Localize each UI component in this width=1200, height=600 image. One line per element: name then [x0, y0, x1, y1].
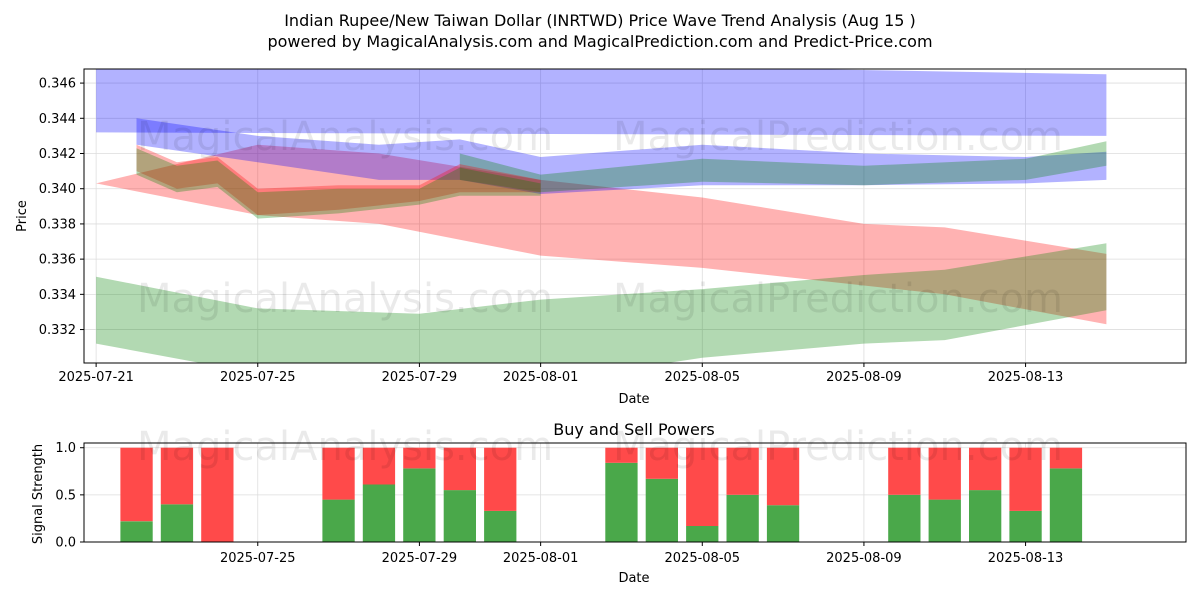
sell-power-bar — [766, 447, 800, 506]
signal-y-ticks: 0.0 0.5 1.0 — [55, 441, 84, 551]
chart-title-line2: powered by MagicalAnalysis.com and Magic… — [267, 32, 932, 51]
sell-power-bar — [1009, 447, 1042, 511]
price-axes-frame — [83, 68, 1187, 364]
price-x-tick-label: 2025-08-09 — [826, 370, 902, 385]
buy-power-bar — [120, 521, 153, 542]
buy-power-bar — [484, 510, 517, 542]
sell-power-bar — [645, 447, 678, 479]
price-y-tick-label: 0.336 — [39, 253, 76, 268]
price-y-tick-label: 0.340 — [39, 182, 76, 197]
buy-power-bar — [362, 484, 396, 542]
price-grid — [84, 69, 1186, 363]
sell-power-bar — [605, 447, 638, 463]
signal-x-tick-label: 2025-08-09 — [826, 551, 902, 566]
price-x-tick-label: 2025-08-05 — [665, 370, 741, 385]
watermark-prediction-top: MagicalPrediction.com — [613, 114, 1063, 160]
sell-power-bar — [969, 447, 1002, 491]
signal-x-ticks: 2025-07-25 2025-07-29 2025-08-01 2025-08-05… — [220, 542, 1063, 566]
buy-power-bar — [686, 526, 719, 542]
sell-power-bar — [1049, 447, 1083, 469]
watermark-analysis-bottom: MagicalAnalysis.com — [137, 424, 553, 470]
sell-power-bar — [201, 447, 234, 542]
red-price-band — [136, 144, 541, 216]
buy-power-bar — [605, 462, 638, 542]
blue-price-band — [136, 118, 1107, 194]
sell-power-bar — [443, 447, 476, 491]
green-price-band — [136, 148, 541, 219]
price-y-tick-label: 0.344 — [39, 112, 76, 127]
signal-x-tick-label: 2025-08-01 — [503, 551, 579, 566]
price-x-ticks: 2025-07-21 2025-07-25 2025-07-29 2025-08-01… — [58, 363, 1063, 385]
sell-power-bar — [686, 447, 719, 526]
buy-power-bar — [1009, 510, 1042, 542]
watermark-analysis-mid: MagicalAnalysis.com — [137, 276, 553, 322]
signal-x-tick-label: 2025-08-05 — [665, 551, 741, 566]
watermark-prediction-bottom: MagicalPrediction.com — [613, 424, 1063, 470]
sell-power-bar — [888, 447, 921, 495]
sell-power-bar — [928, 447, 961, 500]
signal-axes-frame — [83, 442, 1187, 543]
signal-x-tick-label: 2025-07-25 — [220, 551, 296, 566]
blue-price-band — [96, 69, 1107, 136]
price-y-axis-label: Price — [15, 200, 30, 232]
sell-power-bar — [322, 447, 355, 500]
buy-power-bar — [403, 468, 436, 542]
signal-x-axis-label: Date — [618, 571, 649, 586]
buy-power-bar — [160, 504, 194, 542]
buy-sell-title: Buy and Sell Powers — [553, 420, 715, 439]
signal-x-tick-label: 2025-08-13 — [988, 551, 1064, 566]
chart-title-line1: Indian Rupee/New Taiwan Dollar (INRTWD) … — [284, 11, 916, 30]
buy-power-bar — [766, 505, 800, 542]
signal-bars — [120, 447, 1083, 542]
sell-power-bar — [160, 447, 194, 505]
price-y-tick-label: 0.334 — [39, 288, 76, 303]
signal-x-tick-label: 2025-07-29 — [382, 551, 458, 566]
buy-power-bar — [969, 490, 1002, 542]
watermark-prediction-mid: MagicalPrediction.com — [613, 276, 1063, 322]
price-x-tick-label: 2025-07-25 — [220, 370, 296, 385]
price-y-tick-label: 0.338 — [39, 217, 76, 232]
signal-y-axis-label: Signal Strength — [31, 444, 46, 544]
price-x-axis-label: Date — [618, 392, 649, 407]
buy-power-bar — [443, 490, 476, 542]
price-y-tick-label: 0.332 — [39, 323, 76, 338]
buy-power-bar — [928, 499, 961, 542]
green-price-band — [459, 141, 1107, 193]
signal-y-tick-label: 1.0 — [55, 441, 76, 456]
watermark-analysis-top: MagicalAnalysis.com — [137, 114, 553, 160]
red-price-band — [96, 144, 1107, 325]
price-y-tick-label: 0.346 — [39, 77, 76, 92]
price-y-ticks: 0.332 0.334 0.336 0.338 0.340 0.342 0.344 0.346 — [39, 77, 84, 338]
sell-power-bar — [362, 447, 396, 485]
sell-power-bar — [403, 447, 436, 469]
buy-power-bar — [888, 494, 921, 542]
price-x-tick-label: 2025-08-01 — [503, 370, 579, 385]
sell-power-bar — [120, 447, 153, 522]
buy-power-bar — [1049, 468, 1083, 542]
buy-power-bar — [322, 499, 355, 542]
buy-power-bar — [726, 494, 759, 542]
buy-sell-chart: Buy and Sell Powers MagicalAnalysis.com … — [31, 420, 1187, 586]
price-x-tick-label: 2025-07-21 — [58, 370, 134, 385]
green-price-band — [96, 243, 1107, 363]
price-x-tick-label: 2025-07-29 — [382, 370, 458, 385]
price-y-tick-label: 0.342 — [39, 147, 76, 162]
buy-power-bar — [645, 478, 678, 542]
signal-y-tick-label: 0.5 — [55, 488, 76, 503]
sell-power-bar — [484, 447, 517, 511]
price-bands — [96, 69, 1107, 363]
signal-y-tick-label: 0.0 — [55, 536, 76, 551]
price-wave-chart: MagicalAnalysis.com MagicalPrediction.co… — [15, 68, 1187, 407]
sell-power-bar — [726, 447, 759, 495]
price-x-tick-label: 2025-08-13 — [988, 370, 1064, 385]
